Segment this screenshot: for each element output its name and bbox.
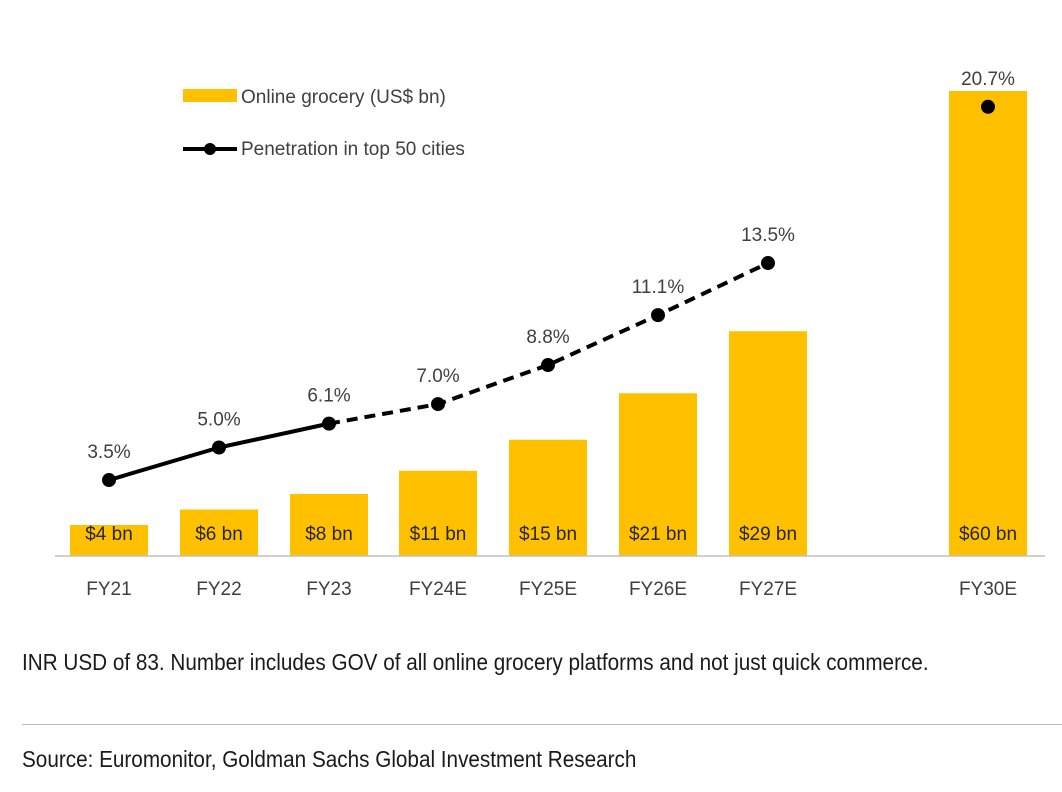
footnote: INR USD of 83. Number includes GOV of al… (22, 649, 929, 675)
tick-label-fy21: FY21 (86, 579, 131, 600)
bars-layer (70, 91, 1027, 556)
bar-label-fy30e: $60 bn (959, 524, 1017, 545)
point-label-fy30e: 20.7% (961, 69, 1015, 90)
point-fy23 (322, 416, 336, 431)
penetration-line-forecast (328, 261, 769, 426)
point-label-fy23: 6.1% (307, 386, 350, 407)
bar-label-fy27e: $29 bn (739, 524, 797, 545)
point-fy24e (431, 397, 445, 412)
point-label-fy24e: 7.0% (416, 366, 459, 387)
footer-divider (22, 724, 1062, 725)
bar-label-fy26e: $21 bn (629, 524, 687, 545)
tick-label-fy25e: FY25E (519, 579, 577, 600)
legend-label-line: Penetration in top 50 cities (241, 139, 465, 160)
point-fy30e (981, 99, 995, 114)
labels-layer: $4 bn FY21 $6 bn FY22 $8 bn FY23 $11 bn FY24E $1… (85, 69, 1017, 600)
bar-fy22 (180, 509, 258, 556)
tick-label-fy27e: FY27E (739, 579, 797, 600)
point-label-fy26e: 11.1% (632, 277, 685, 298)
tick-label-fy22: FY22 (196, 579, 241, 600)
bar-label-fy24e: $11 bn (410, 524, 467, 545)
bar-fy24e (399, 470, 477, 556)
bar-fy30e (949, 91, 1027, 556)
point-fy26e (651, 308, 665, 323)
bar-fy27e (729, 331, 807, 556)
tick-label-fy26e: FY26E (629, 579, 687, 600)
point-label-fy21: 3.5% (87, 442, 130, 463)
legend: Online grocery (US$ bn) Penetration in to… (183, 87, 465, 160)
bar-fy26e (619, 393, 697, 556)
tick-label-fy23: FY23 (306, 579, 351, 600)
bar-label-fy22: $6 bn (195, 524, 243, 545)
point-label-fy27e: 13.5% (741, 225, 795, 246)
point-label-fy25e: 8.8% (526, 327, 569, 348)
bar-label-fy21: $4 bn (85, 524, 133, 545)
point-label-fy22: 5.0% (197, 410, 240, 431)
point-fy27e (761, 256, 775, 271)
bar-fy23 (290, 494, 368, 556)
bar-fy21 (70, 525, 148, 556)
bar-label-fy23: $8 bn (305, 524, 353, 545)
bar-fy25e (509, 439, 587, 556)
line-layer (102, 99, 995, 488)
chart: $4 bn FY21 $6 bn FY22 $8 bn FY23 $11 bn FY24E $1… (55, 69, 1045, 600)
tick-label-fy30e: FY30E (959, 579, 1017, 600)
legend-label-bars: Online grocery (US$ bn) (241, 87, 446, 108)
legend-swatch-marker (204, 143, 216, 155)
tick-label-fy24e: FY24E (409, 579, 467, 600)
point-fy25e (541, 358, 555, 373)
point-fy22 (212, 440, 226, 455)
source-note: Source: Euromonitor, Goldman Sachs Globa… (22, 746, 637, 772)
legend-swatch-bars (183, 89, 237, 102)
point-fy21 (102, 473, 116, 488)
bar-label-fy25e: $15 bn (519, 524, 577, 545)
